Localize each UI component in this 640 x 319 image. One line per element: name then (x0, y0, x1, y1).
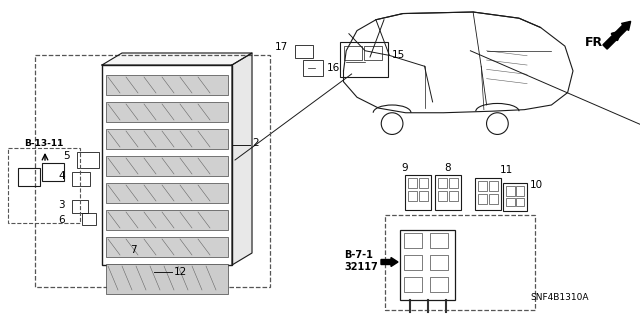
Text: B-13-11: B-13-11 (24, 138, 64, 147)
Bar (42, 163, 64, 181)
Bar (438, 178, 447, 188)
Bar (102, 65, 232, 265)
Text: 15: 15 (392, 50, 405, 60)
Bar (82, 213, 96, 225)
Text: 16: 16 (327, 63, 340, 73)
Text: 9: 9 (402, 163, 408, 173)
Bar (475, 178, 501, 210)
Text: 4: 4 (58, 171, 65, 181)
Text: 10: 10 (530, 180, 543, 190)
Bar (77, 152, 99, 168)
Text: 2: 2 (252, 138, 259, 148)
Bar (18, 168, 40, 186)
Bar (506, 186, 515, 196)
Bar (106, 102, 228, 122)
Bar (72, 200, 88, 213)
Bar (364, 46, 382, 60)
Text: 32117: 32117 (344, 262, 378, 272)
Bar (106, 156, 228, 176)
Text: 3: 3 (58, 200, 65, 210)
Bar (295, 45, 313, 58)
Text: 17: 17 (275, 42, 288, 52)
Bar (430, 277, 448, 292)
Text: 5: 5 (63, 151, 70, 161)
Bar (489, 194, 498, 204)
Bar (106, 75, 228, 95)
Bar (106, 129, 228, 149)
Bar (408, 178, 417, 188)
Bar (408, 191, 417, 201)
Bar (404, 255, 422, 270)
Bar (419, 178, 428, 188)
Bar (516, 198, 524, 206)
Text: 11: 11 (500, 165, 513, 175)
Bar (8, 148, 80, 223)
Bar (72, 172, 90, 186)
Bar (449, 178, 458, 188)
Bar (478, 194, 487, 204)
Bar (106, 264, 228, 294)
Bar (35, 55, 270, 287)
Text: 12: 12 (174, 267, 188, 277)
Polygon shape (232, 53, 252, 265)
Bar (506, 198, 515, 206)
Bar (404, 233, 422, 248)
Bar (430, 233, 448, 248)
Bar (340, 42, 388, 77)
Bar (106, 237, 228, 257)
Bar (405, 175, 431, 210)
Bar (400, 230, 455, 300)
Bar (419, 191, 428, 201)
Bar (430, 255, 448, 270)
Polygon shape (102, 53, 252, 65)
Text: B-7-1: B-7-1 (344, 250, 373, 260)
Text: FR.: FR. (585, 35, 608, 48)
Bar (344, 46, 362, 60)
Bar (404, 277, 422, 292)
Bar (106, 183, 228, 203)
Bar (478, 181, 487, 191)
Bar (435, 175, 461, 210)
Bar (449, 191, 458, 201)
Bar (303, 60, 323, 76)
Bar (516, 186, 524, 196)
Text: 6: 6 (58, 215, 65, 225)
Bar (489, 181, 498, 191)
FancyArrow shape (381, 257, 398, 266)
Bar (503, 183, 527, 211)
Text: 8: 8 (445, 163, 451, 173)
Bar (385, 215, 535, 310)
Text: SNF4B1310A: SNF4B1310A (530, 293, 589, 302)
Bar (438, 191, 447, 201)
Text: 7: 7 (130, 245, 136, 255)
Bar (106, 210, 228, 230)
FancyArrow shape (603, 21, 630, 49)
